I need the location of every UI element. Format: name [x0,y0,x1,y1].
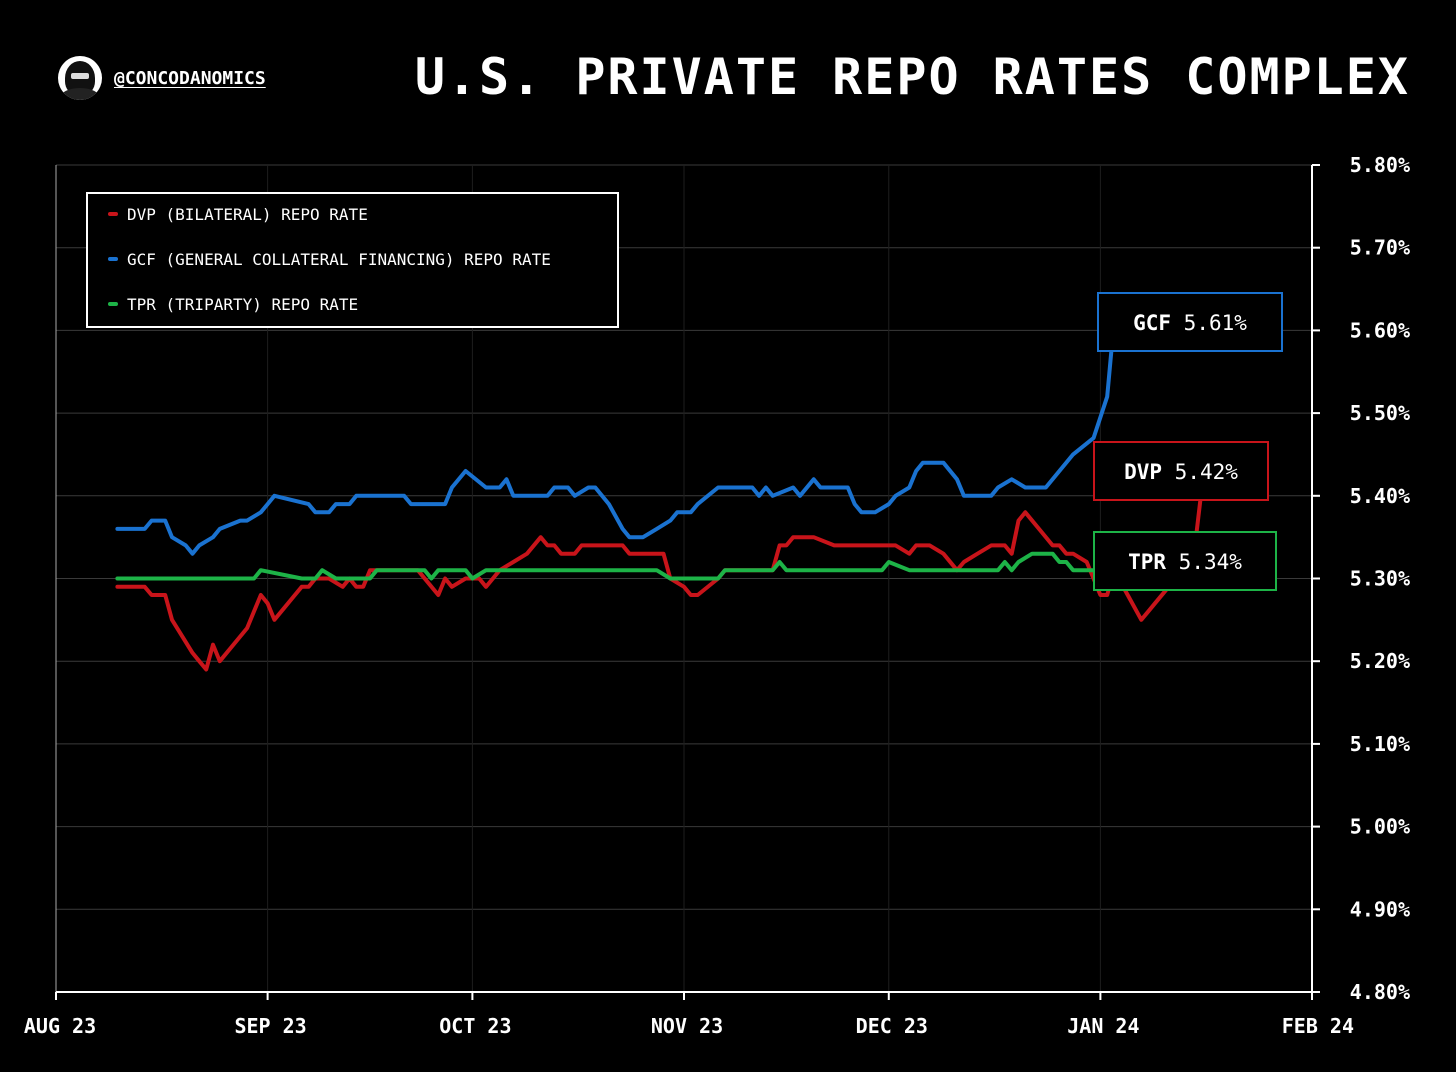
y-tick-label: 5.40% [1350,484,1410,508]
legend: DVP (BILATERAL) REPO RATE GCF (GENERAL CO… [86,192,619,328]
y-tick-label: 5.50% [1350,401,1410,425]
y-tick-label: 5.70% [1350,236,1410,260]
legend-label-dvp: DVP (BILATERAL) REPO RATE [127,205,368,224]
axes [55,164,1320,1000]
y-tick-label: 4.90% [1350,897,1410,921]
legend-label-gcf: GCF (GENERAL COLLATERAL FINANCING) REPO … [127,250,551,269]
tag-text-tpr: TPR 5.34% [1128,550,1242,574]
y-tick-label: 4.80% [1350,980,1410,1004]
y-tick-label: 5.20% [1350,649,1410,673]
series-lines [115,320,1205,672]
end-value-tags: DVP 5.42% GCF 5.61% TPR 5.34% [1093,292,1283,591]
tag-name-gcf: GCF [1133,311,1184,335]
brand: @CONCODANOMICS [58,56,266,100]
avatar[interactable] [58,56,102,100]
y-tick-label: 5.00% [1350,815,1410,839]
tag-name-tpr: TPR [1128,550,1179,574]
tag-value-dvp: 5.42% [1175,460,1239,484]
author-handle-link[interactable]: @CONCODANOMICS [114,67,266,89]
legend-label-tpr: TPR (TRIPARTY) REPO RATE [127,295,358,314]
page-title: U.S. PRIVATE REPO RATES COMPLEX [414,48,1410,106]
x-tick-label: SEP 23 [234,1014,306,1038]
series-line-dvp [115,477,1205,672]
x-tick-label: DEC 23 [856,1014,928,1038]
y-tick-label: 5.80% [1350,153,1410,177]
legend-box [86,192,619,328]
x-tick-label: JAN 24 [1067,1014,1139,1038]
tag-box-tpr [1093,531,1277,591]
tag-name-dvp: DVP [1124,460,1175,484]
y-tick-label: 5.60% [1350,318,1410,342]
tag-value-gcf: 5.61% [1184,311,1248,335]
series-line-tpr [115,543,1205,581]
x-tick-label: AUG 23 [24,1014,96,1038]
tag-text-gcf: GCF 5.61% [1133,311,1247,335]
tag-box-gcf [1097,292,1283,352]
x-tick-label: FEB 24 [1282,1014,1354,1038]
x-tick-label: OCT 23 [439,1014,511,1038]
y-tick-label: 5.10% [1350,732,1410,756]
tag-value-tpr: 5.34% [1179,550,1243,574]
y-tick-label: 5.30% [1350,567,1410,591]
x-tick-label: NOV 23 [651,1014,723,1038]
tag-text-dvp: DVP 5.42% [1124,460,1238,484]
series-line-gcf [115,320,1123,556]
tag-box-dvp [1093,441,1269,501]
axis-tick-labels: 5.80% 5.70% 5.60% 5.50% 5.40% 5.30% 5.20% 5.10%… [24,153,1410,1038]
